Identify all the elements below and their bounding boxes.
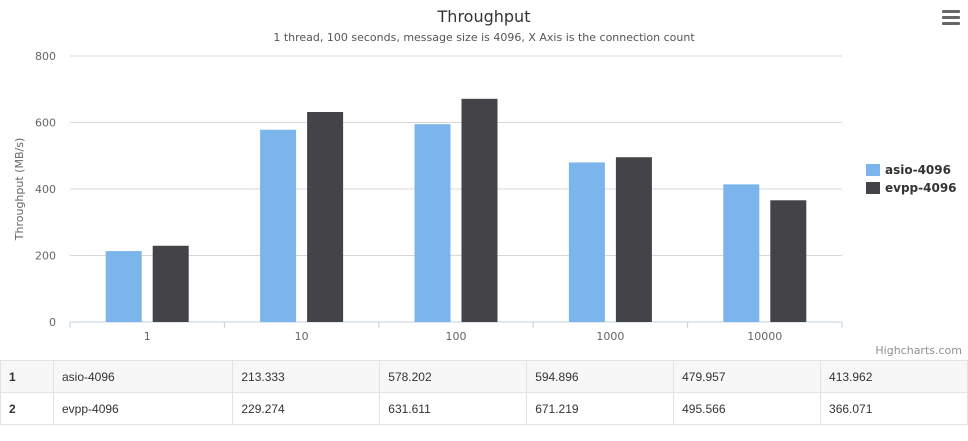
table-cell: 479.957 (673, 360, 822, 393)
row-series-name: evpp-4096 (52, 392, 234, 425)
bar-asio-4096-1000 (568, 162, 605, 322)
x-tick-label: 10000 (747, 330, 782, 343)
y-tick-label: 200 (35, 250, 56, 263)
x-tick-label: 100 (446, 330, 467, 343)
row-index: 1 (0, 360, 54, 393)
y-tick-label: 400 (35, 183, 56, 196)
chart-area: Throughput 1 thread, 100 seconds, message… (13, 7, 962, 357)
bar-evpp-4096-100 (461, 98, 498, 323)
row-index: 2 (0, 392, 54, 425)
table-cell: 671.219 (526, 392, 675, 425)
bar-asio-4096-10 (260, 129, 297, 322)
bar-asio-4096-10000 (723, 184, 760, 322)
table-cell: 413.962 (820, 360, 968, 393)
y-tick-label: 600 (35, 117, 56, 130)
legend-item-evpp-4096: evpp-4096 (885, 181, 957, 195)
chart-title: Throughput (437, 7, 531, 26)
bar-asio-4096-100 (414, 124, 451, 322)
legend-swatch-asio-4096 (866, 164, 880, 176)
credits-link: Highcharts.com (875, 344, 962, 357)
chart-subtitle: 1 thread, 100 seconds, message size is 4… (273, 31, 695, 44)
table-cell: 213.333 (232, 360, 381, 393)
x-tick-label: 1 (144, 330, 151, 343)
table-cell: 366.071 (820, 392, 968, 425)
bar-evpp-4096-10 (307, 111, 344, 322)
throughput-chart: Throughput 1 thread, 100 seconds, message… (13, 7, 962, 357)
y-tick-label: 800 (35, 50, 56, 63)
table-cell: 631.611 (379, 392, 528, 425)
bar-evpp-4096-1000 (615, 157, 652, 322)
legend-swatch-evpp-4096 (866, 182, 880, 194)
bar-asio-4096-1 (105, 251, 142, 322)
bar-evpp-4096-1 (152, 245, 189, 322)
row-series-name: asio-4096 (52, 360, 234, 393)
y-axis-label: Throughput (MB/s) (13, 138, 26, 241)
legend-item-asio-4096: asio-4096 (885, 163, 951, 177)
table-row: 1 asio-4096 213.333 578.202 594.896 479.957 41… (0, 360, 968, 393)
table-cell: 229.274 (232, 392, 381, 425)
hamburger-menu-icon[interactable] (942, 10, 960, 26)
table-cell: 495.566 (673, 392, 822, 425)
table-cell: 594.896 (526, 360, 675, 393)
bar-evpp-4096-10000 (770, 200, 807, 322)
data-table: 1 asio-4096 213.333 578.202 594.896 479.957 41… (0, 360, 968, 425)
table-cell: 578.202 (379, 360, 528, 393)
y-tick-label: 0 (49, 316, 56, 329)
table-row: 2 evpp-4096 229.274 631.611 671.219 495.566 36… (0, 392, 968, 425)
x-tick-label: 10 (295, 330, 309, 343)
x-tick-label: 1000 (596, 330, 624, 343)
